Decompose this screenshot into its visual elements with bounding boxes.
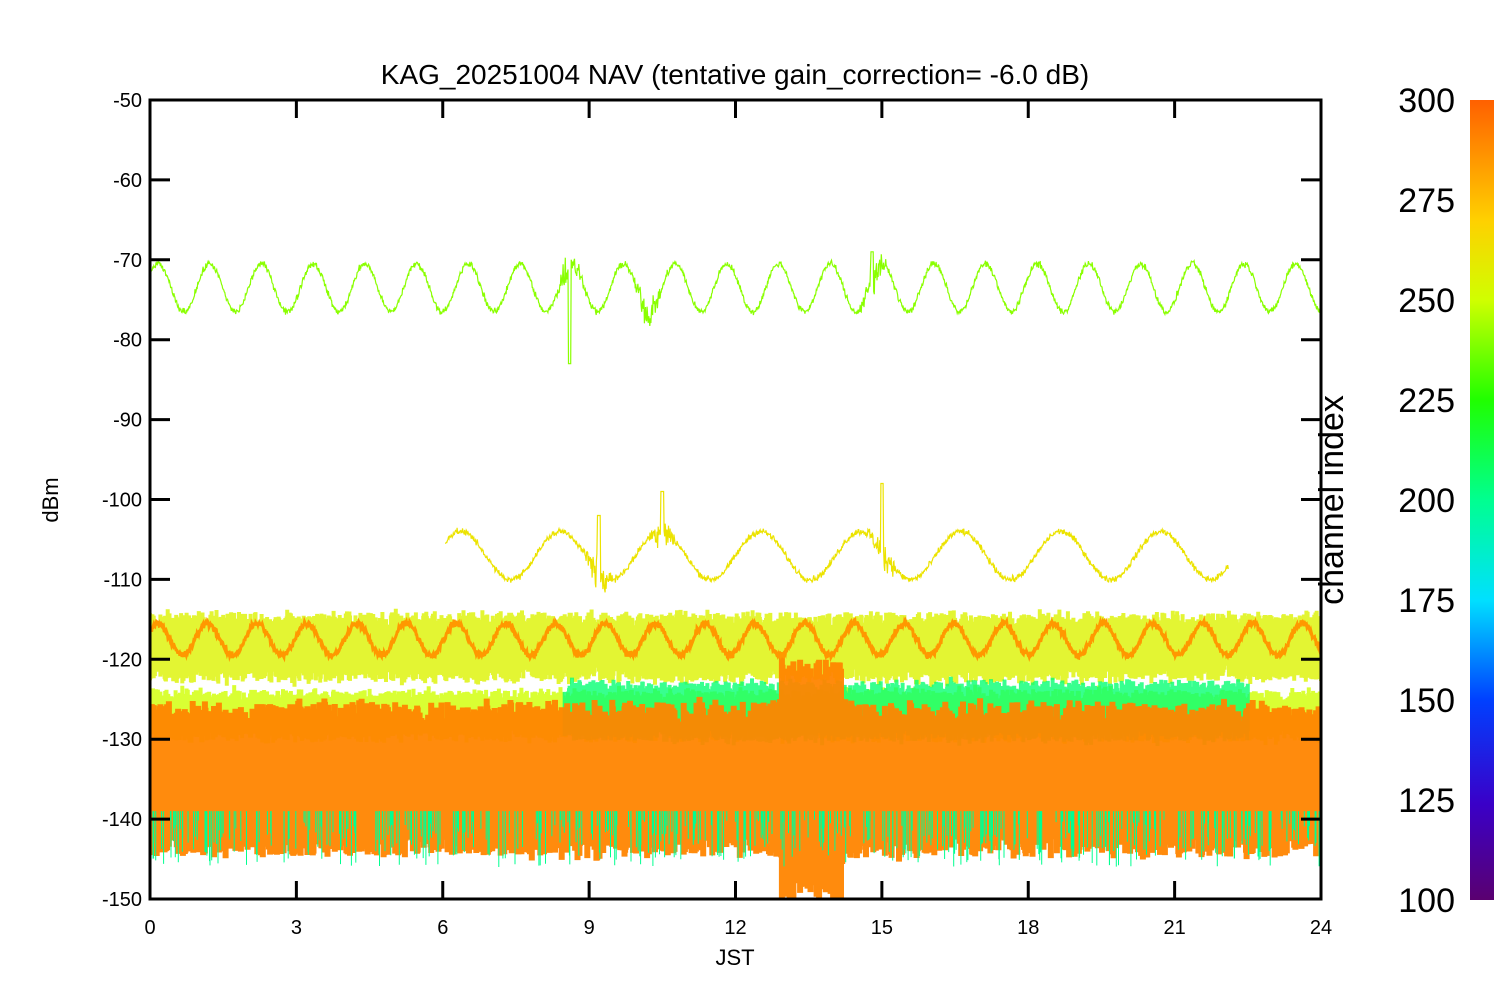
y-tick-label: -50	[113, 90, 142, 112]
y-tick-label: -60	[113, 170, 142, 192]
x-tick-label: 0	[144, 917, 155, 939]
y-tick-label: -150	[102, 889, 142, 911]
x-tick-label: 3	[291, 917, 302, 939]
colorbar-tick-label: 125	[1398, 782, 1455, 820]
colorbar-ticks: 300 275 250 225 200 175 150 125 100	[1398, 82, 1455, 920]
colorbar-label: channel index	[1313, 395, 1351, 605]
y-tick-label: -110	[103, 569, 142, 591]
y-tick-label: -120	[102, 649, 142, 671]
series-band	[150, 656, 1321, 899]
colorbar-tick-label: 225	[1398, 382, 1455, 420]
x-tick-label: 18	[1017, 917, 1039, 939]
series-line	[444, 482, 1229, 593]
y-axis-label: dBm	[38, 477, 63, 522]
colorbar-tick-label: 150	[1398, 682, 1455, 720]
chart-title: KAG_20251004 NAV (tentative gain_correct…	[381, 59, 1089, 90]
series-noise-floor	[150, 656, 1321, 899]
x-tick-label: 24	[1310, 917, 1332, 939]
series-line	[150, 615, 1321, 663]
colorbar-tick-label: 200	[1398, 482, 1455, 520]
data-layer	[150, 251, 1321, 899]
x-axis-label: JST	[715, 945, 754, 970]
series-strong-beacon	[150, 251, 1321, 365]
colorbar-tick-label: 275	[1398, 182, 1455, 220]
colorbar	[1470, 100, 1494, 900]
series-orange-tone	[150, 615, 1321, 663]
axis-ticks: 0 3 6 9 12 15 18 21 24 -50 -60 -70 -80 -90 -100 -110 -12…	[102, 90, 1332, 939]
floor-outliers	[152, 811, 1320, 867]
x-tick-label: 9	[584, 917, 595, 939]
series-line	[150, 251, 1321, 365]
x-tick-label: 6	[437, 917, 448, 939]
x-tick-label: 12	[724, 917, 746, 939]
x-tick-label: 21	[1164, 917, 1186, 939]
y-tick-label: -70	[113, 250, 142, 272]
series-daytime-signal	[444, 482, 1229, 593]
colorbar-tick-label: 175	[1398, 582, 1455, 620]
y-tick-label: -130	[102, 729, 142, 751]
y-tick-label: -90	[113, 410, 142, 432]
colorbar-tick-label: 250	[1398, 282, 1455, 320]
x-tick-label: 15	[871, 917, 893, 939]
y-tick-label: -80	[113, 330, 142, 352]
colorbar-tick-label: 100	[1398, 882, 1455, 920]
colorbar-tick-label: 300	[1398, 82, 1455, 120]
y-tick-label: -100	[102, 490, 142, 512]
y-tick-label: -140	[102, 809, 142, 831]
